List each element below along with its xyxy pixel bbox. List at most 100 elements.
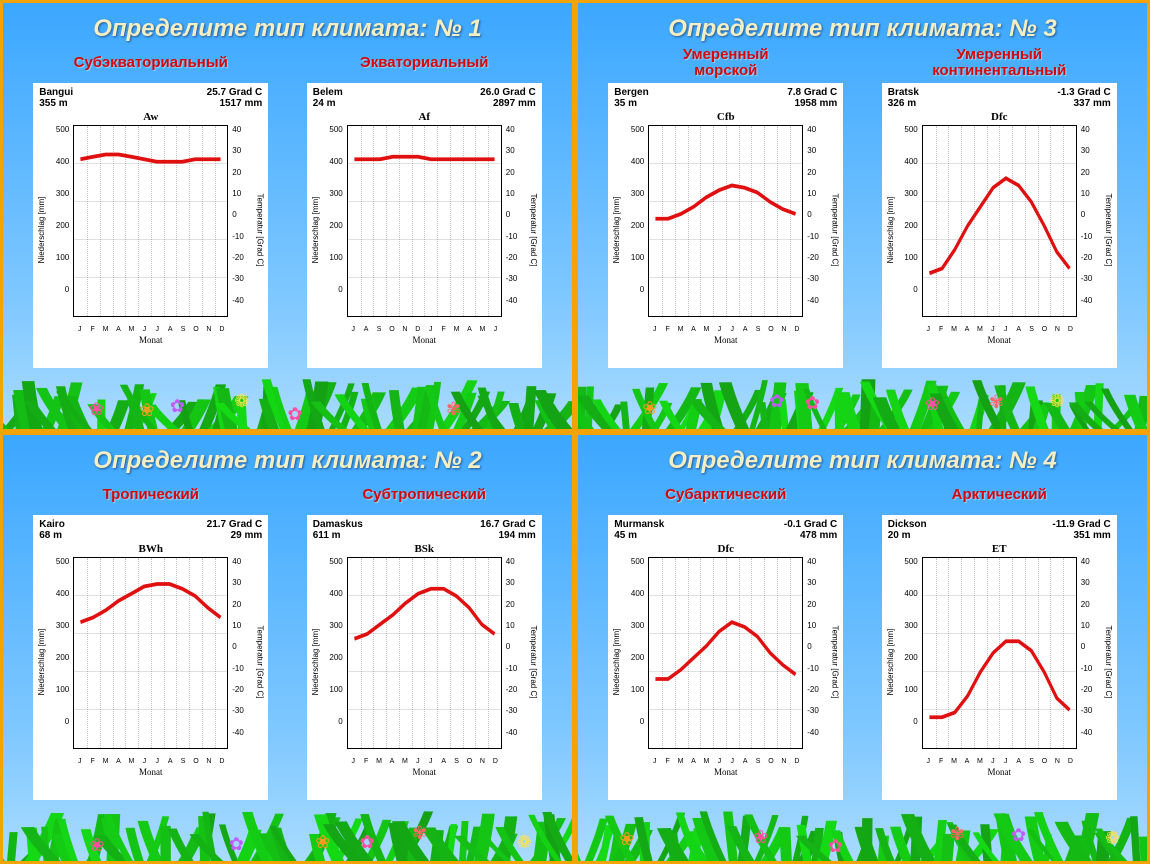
flower-deco: ✾: [412, 823, 427, 844]
x-axis-label: Monat: [313, 335, 536, 345]
grass-strip: ✿❀❁✾✿❀: [0, 377, 575, 432]
quadrant-title: Определите тип климата: № 3: [592, 15, 1133, 43]
y-ticks-left: 5004003002001000: [49, 557, 69, 749]
flower-deco: ❀: [642, 398, 657, 419]
flower-deco: ❀: [140, 400, 155, 421]
climate-answer: Умеренныйморской: [683, 45, 769, 81]
climate-answer: Субарктический: [665, 477, 786, 513]
quadrant-title: Определите тип климата: № 4: [592, 447, 1133, 475]
x-axis-label: Monat: [39, 335, 262, 345]
flower-deco: ✿: [805, 393, 820, 414]
station-name: Bratsk326 m: [888, 87, 919, 109]
y-ticks-left: 5004003002001000: [624, 557, 644, 749]
chart-box: Тропический Kairo68 m 21.7 Grad C29 mm B…: [33, 477, 268, 800]
koppen-code: Aw: [39, 111, 262, 123]
chart-box: Субарктический Murmansk45 m -0.1 Grad C4…: [608, 477, 843, 800]
y-ticks-right: 403020100-10-20-30-40: [232, 557, 252, 749]
flower-deco: ❁: [517, 832, 532, 853]
y-ticks-left: 5004003002001000: [624, 125, 644, 317]
flower-deco: ❀: [925, 394, 940, 415]
temp-line: [649, 126, 802, 316]
temp-line: [74, 126, 227, 316]
quadrant-title: Определите тип климата: № 1: [17, 15, 558, 43]
chart-box: Субэкваториальный Bangui355 m 25.7 Grad …: [33, 45, 268, 368]
y-ticks-right: 403020100-10-20-30-40: [232, 125, 252, 317]
month-axis: JFMAMJJASOND: [922, 326, 1077, 333]
climatograph: Dickson20 m -11.9 Grad C351 mm ET Nieder…: [882, 515, 1117, 800]
y-axis-right-label: Temperatur [Grad C]: [1104, 626, 1113, 699]
y-axis-left-label: Niederschlag [mm]: [612, 197, 621, 264]
flower-deco: ❀: [89, 399, 104, 420]
temp-line: [923, 126, 1076, 316]
flower-deco: ✿: [360, 832, 375, 853]
grass-strip: ✿❀❁✾✿❀: [575, 809, 1150, 864]
y-ticks-left: 5004003002001000: [49, 125, 69, 317]
y-ticks-right: 403020100-10-20-30-40: [1081, 125, 1101, 317]
chart-pair: Тропический Kairo68 m 21.7 Grad C29 mm B…: [17, 477, 558, 800]
climatograph: Belem24 m 26.0 Grad C2897 mm Af Niedersc…: [307, 83, 542, 368]
y-ticks-right: 403020100-10-20-30-40: [807, 557, 827, 749]
y-axis-right-label: Temperatur [Grad C]: [255, 626, 264, 699]
plot-area: [922, 557, 1077, 749]
y-axis-left-label: Niederschlag [mm]: [37, 629, 46, 696]
climate-answer: Арктический: [952, 477, 1047, 513]
station-stats: 26.0 Grad C2897 mm: [480, 87, 536, 109]
climate-answer: Субэкваториальный: [74, 45, 228, 81]
y-axis-left-label: Niederschlag [mm]: [886, 629, 895, 696]
climatograph: Damaskus611 m 16.7 Grad C194 mm BSk Nied…: [307, 515, 542, 800]
chart-box: Субтропический Damaskus611 m 16.7 Grad C…: [307, 477, 542, 800]
y-axis-left-label: Niederschlag [mm]: [886, 197, 895, 264]
station-stats: -1.3 Grad C337 mm: [1057, 87, 1110, 109]
y-axis-right-label: Temperatur [Grad C]: [830, 194, 839, 267]
x-axis-label: Monat: [39, 767, 262, 777]
x-axis-label: Monat: [888, 335, 1111, 345]
y-axis-left-label: Niederschlag [mm]: [37, 197, 46, 264]
flower-deco: ❁: [234, 391, 249, 412]
koppen-code: Af: [313, 111, 536, 123]
climatograph: Murmansk45 m -0.1 Grad C478 mm Dfc Niede…: [608, 515, 843, 800]
temp-line: [74, 558, 227, 748]
temp-line: [348, 558, 501, 748]
y-axis-left-label: Niederschlag [mm]: [612, 629, 621, 696]
plot-area: [73, 557, 228, 749]
station-name: Damaskus611 m: [313, 519, 363, 541]
koppen-code: BSk: [313, 543, 536, 555]
month-axis: JFMAMJJASOND: [648, 758, 803, 765]
plot-area: [347, 557, 502, 749]
x-axis-label: Monat: [313, 767, 536, 777]
month-axis: JFMAMJJASOND: [922, 758, 1077, 765]
station-name: Murmansk45 m: [614, 519, 664, 541]
climatograph: Bratsk326 m -1.3 Grad C337 mm Dfc Nieder…: [882, 83, 1117, 368]
chart-box: Экваториальный Belem24 m 26.0 Grad C2897…: [307, 45, 542, 368]
climate-answer: Субтропический: [362, 477, 486, 513]
temp-line: [649, 558, 802, 748]
x-axis-label: Monat: [888, 767, 1111, 777]
flower-deco: ❀: [619, 829, 634, 850]
y-ticks-right: 403020100-10-20-30-40: [807, 125, 827, 317]
quadrant: Определите тип климата: № 1 Субэкваториа…: [0, 0, 575, 432]
climate-answer: Тропический: [103, 477, 199, 513]
station-name: Bergen35 m: [614, 87, 648, 109]
y-axis-right-label: Temperatur [Grad C]: [529, 626, 538, 699]
y-ticks-left: 5004003002001000: [898, 125, 918, 317]
flower-deco: ✿: [828, 836, 843, 857]
climatograph: Kairo68 m 21.7 Grad C29 mm BWh Niedersch…: [33, 515, 268, 800]
y-axis-left-label: Niederschlag [mm]: [311, 629, 320, 696]
temp-line: [923, 558, 1076, 748]
flower-deco: ❁: [1105, 828, 1120, 849]
station-stats: 21.7 Grad C29 mm: [207, 519, 263, 541]
koppen-code: Cfb: [614, 111, 837, 123]
flower-deco: ❀: [315, 832, 330, 853]
flower-deco: ✿: [769, 391, 784, 412]
station-name: Dickson20 m: [888, 519, 927, 541]
chart-pair: Умеренныйморской Bergen35 m 7.8 Grad C19…: [592, 45, 1133, 368]
koppen-code: ET: [888, 543, 1111, 555]
plot-area: [648, 557, 803, 749]
month-axis: JFMAMJJASOND: [73, 758, 228, 765]
flower-deco: ✾: [446, 399, 461, 420]
plot-area: [922, 125, 1077, 317]
y-ticks-right: 403020100-10-20-30-40: [1081, 557, 1101, 749]
flower-deco: ✿: [229, 834, 244, 855]
station-stats: -11.9 Grad C351 mm: [1052, 519, 1110, 541]
plot-area: [347, 125, 502, 317]
